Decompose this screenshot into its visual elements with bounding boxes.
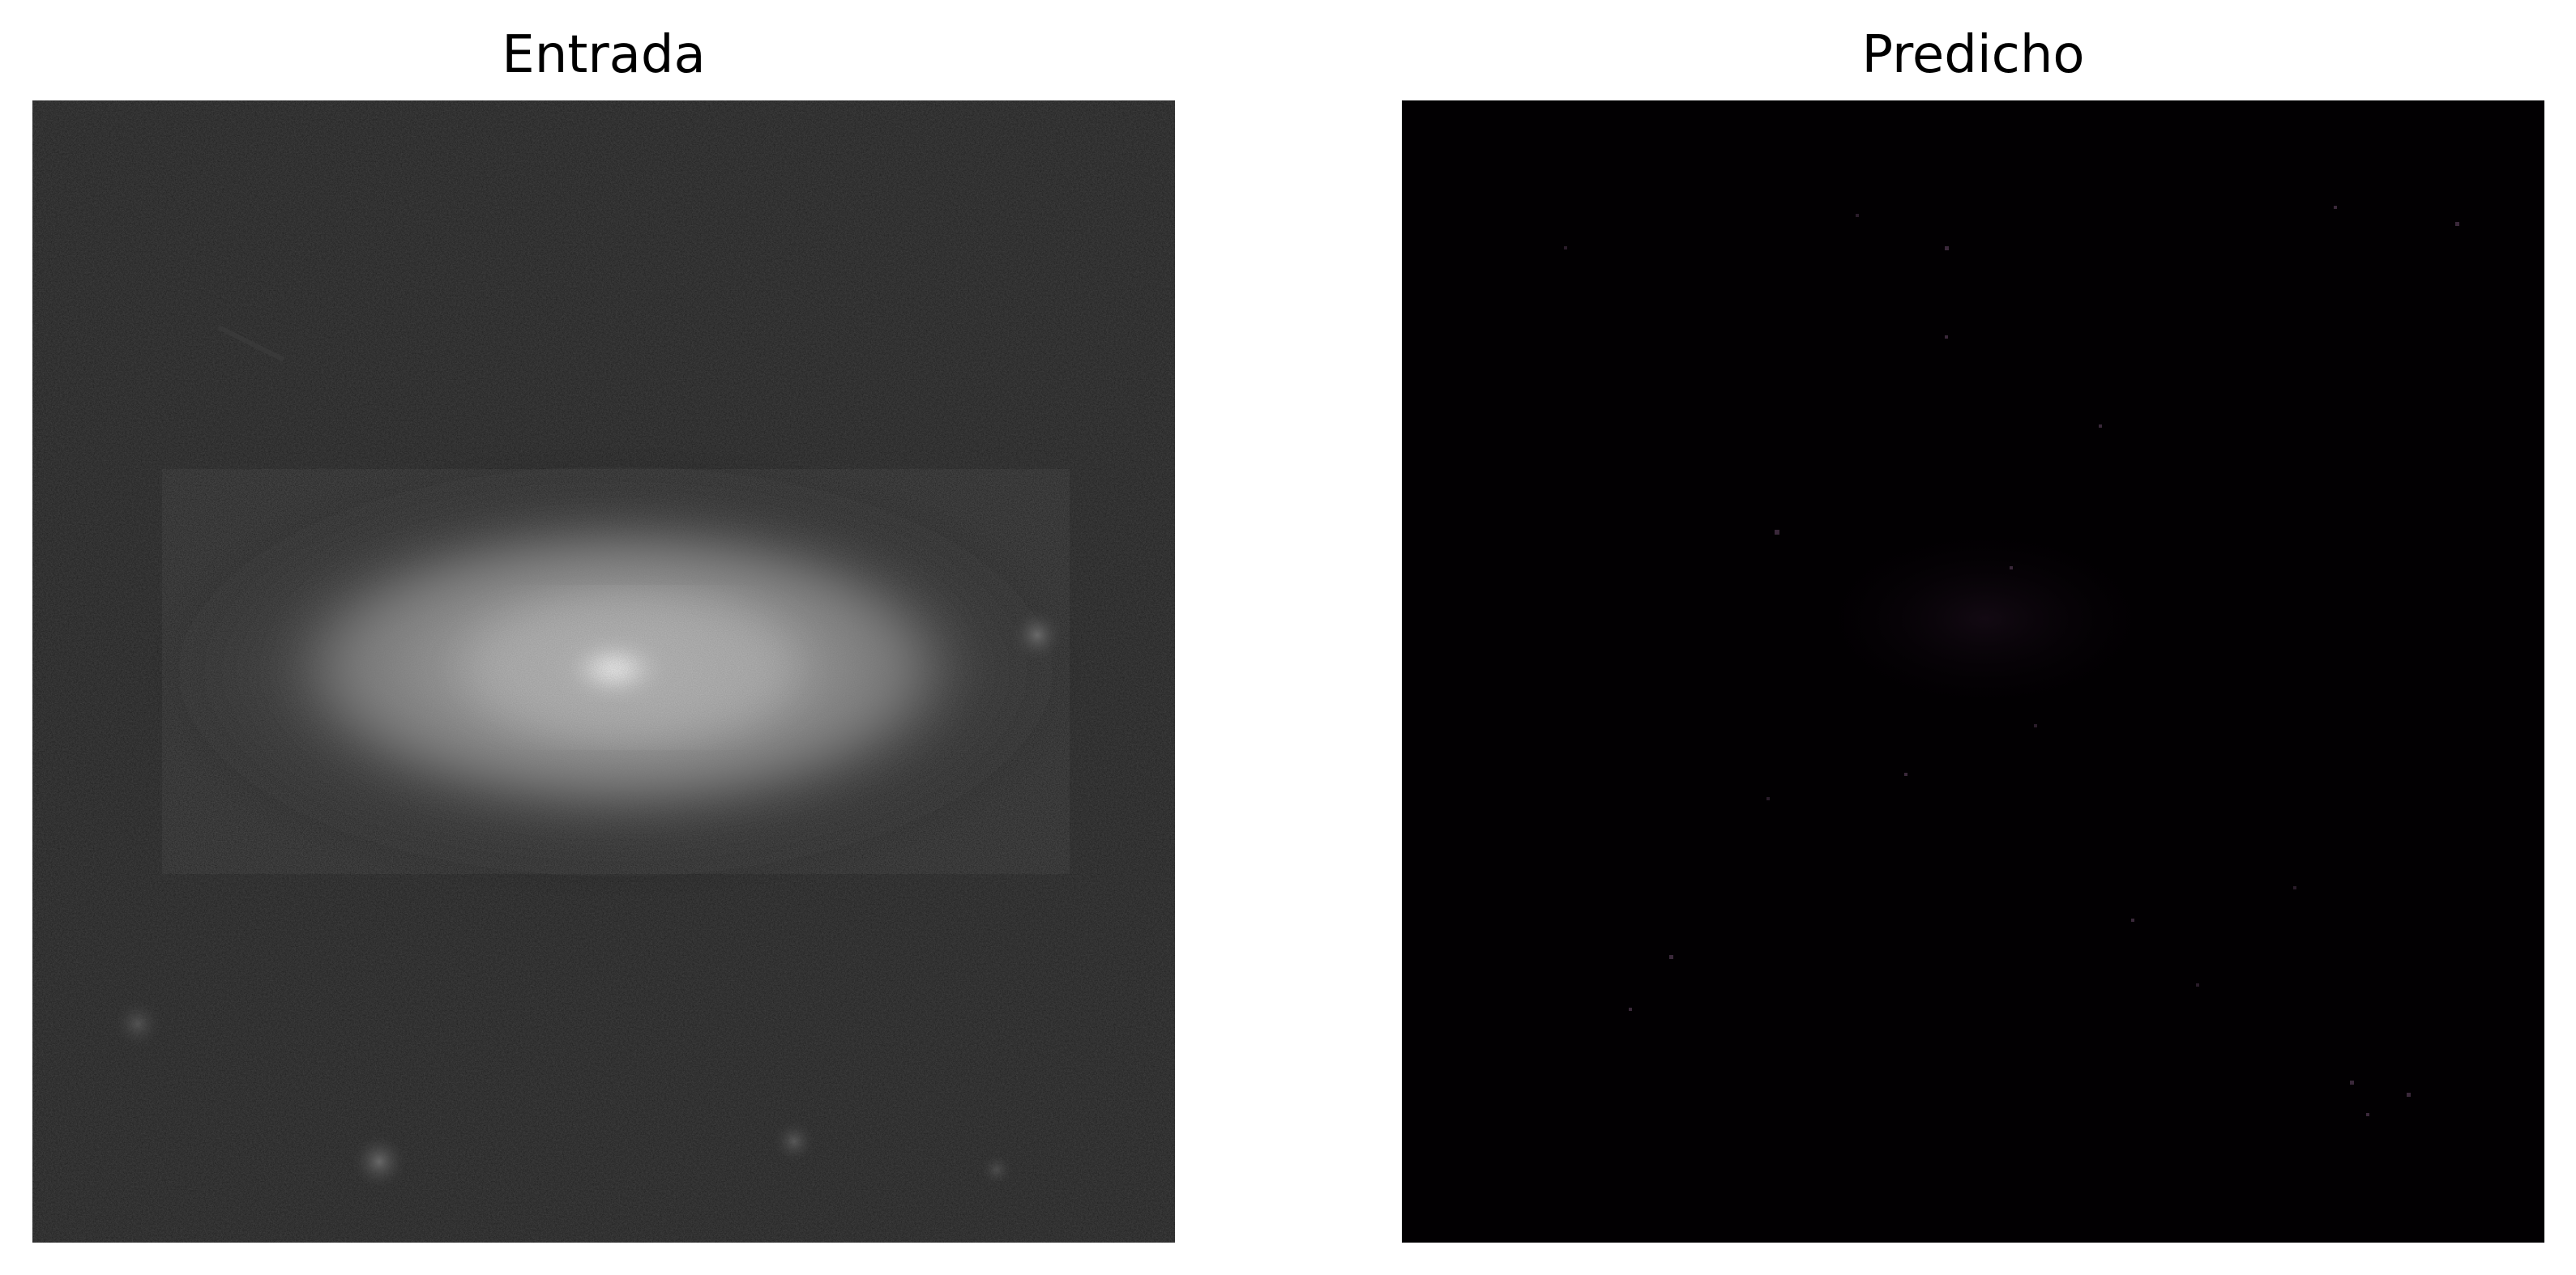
panel-predicted: Predicho [1402, 0, 2544, 1275]
panel-input: Entrada [32, 0, 1175, 1275]
panel-title-input: Entrada [502, 25, 706, 85]
panel-title-predicted: Predicho [1861, 25, 2085, 85]
predicted-image [1402, 100, 2544, 1243]
input-galaxy-image [32, 100, 1175, 1243]
